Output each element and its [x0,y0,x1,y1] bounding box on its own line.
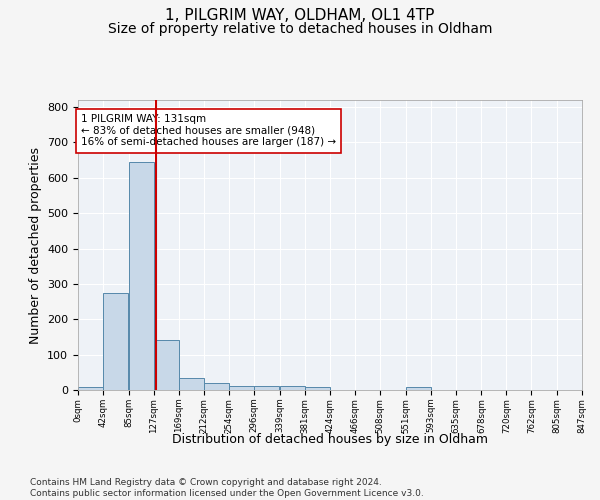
Bar [78,387,103,390]
Bar [179,378,203,390]
Bar [406,387,431,390]
Text: 1, PILGRIM WAY, OLDHAM, OL1 4TP: 1, PILGRIM WAY, OLDHAM, OL1 4TP [166,8,434,22]
Bar [229,386,254,390]
Text: Contains HM Land Registry data © Crown copyright and database right 2024.
Contai: Contains HM Land Registry data © Crown c… [30,478,424,498]
Bar [128,162,154,390]
Bar [204,383,229,390]
Text: Size of property relative to detached houses in Oldham: Size of property relative to detached ho… [108,22,492,36]
Bar [280,386,305,390]
Y-axis label: Number of detached properties: Number of detached properties [29,146,41,344]
Bar [254,386,279,390]
Text: 1 PILGRIM WAY: 131sqm
← 83% of detached houses are smaller (948)
16% of semi-det: 1 PILGRIM WAY: 131sqm ← 83% of detached … [81,114,336,148]
Bar [154,340,179,390]
Bar [103,292,128,390]
Bar [305,387,330,390]
Text: Distribution of detached houses by size in Oldham: Distribution of detached houses by size … [172,432,488,446]
